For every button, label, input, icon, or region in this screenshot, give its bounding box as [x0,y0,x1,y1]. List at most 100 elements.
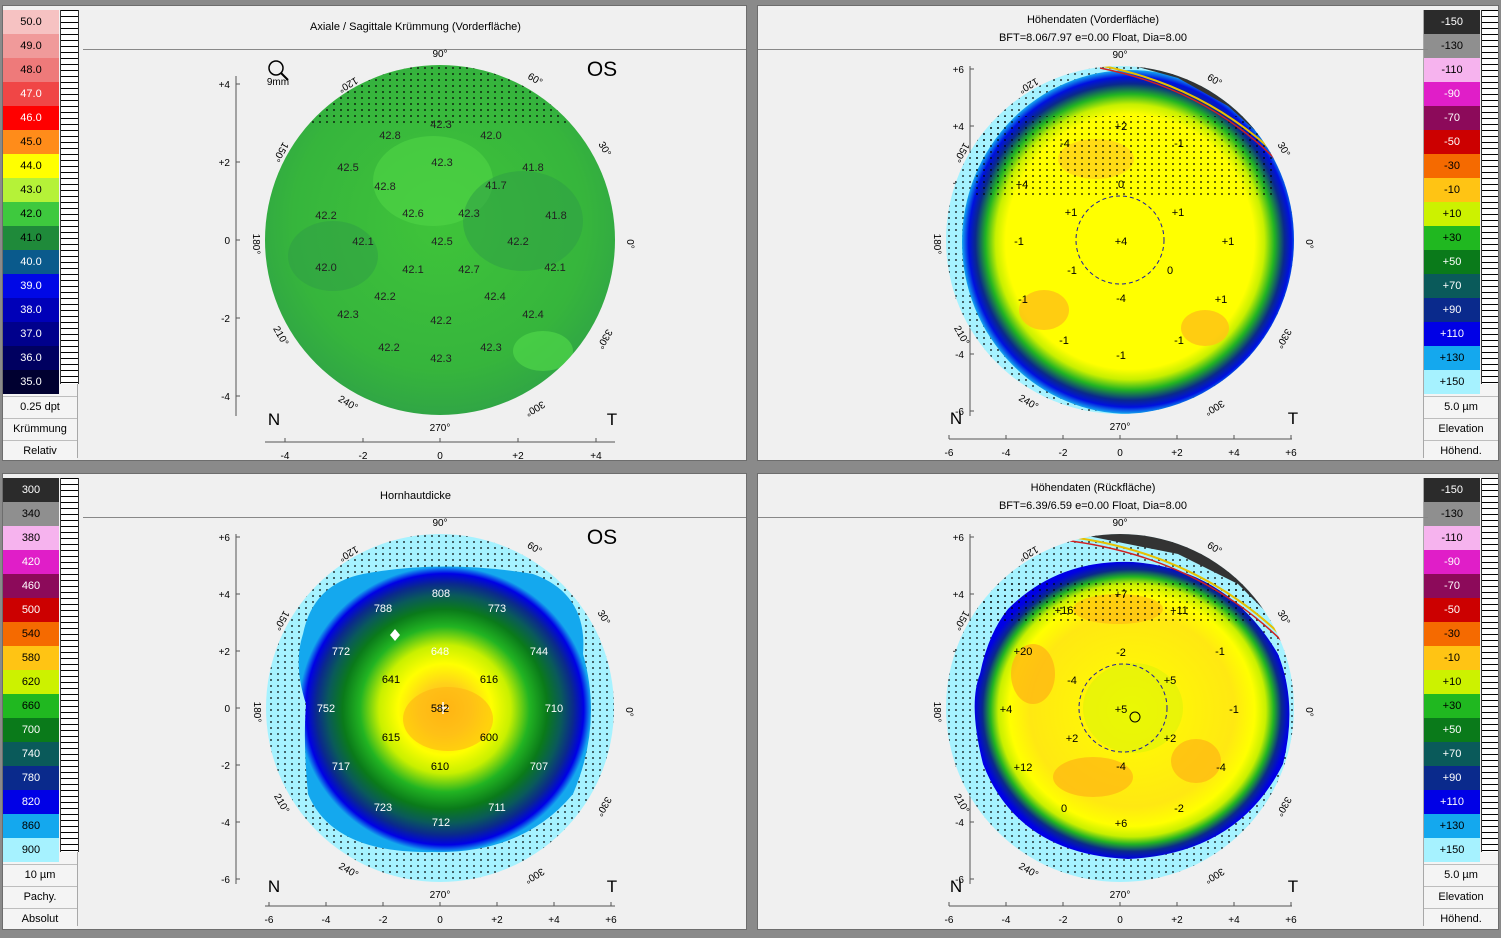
x-tick-label: -4 [322,915,331,926]
legend-info-cell[interactable]: Relativ [3,440,77,460]
legend-swatch[interactable]: 380 [3,526,59,550]
panel-axial-curvature[interactable]: 50.0 49.0 48.0 47.0 46.0 45.0 44.0 43.0 42.0 41.0… [2,5,747,461]
legend-swatch[interactable]: -90 [1424,82,1480,106]
legend-swatch[interactable]: -130 [1424,34,1480,58]
legend-swatch[interactable]: 700 [3,718,59,742]
legend-swatch[interactable]: 580 [3,646,59,670]
legend-swatch[interactable]: 42.0 [3,202,59,226]
legend-info-cell[interactable]: Krümmung [3,418,77,440]
legend-swatch[interactable]: -110 [1424,526,1480,550]
legend-swatch[interactable]: -50 [1424,598,1480,622]
legend-swatch[interactable]: -70 [1424,106,1480,130]
legend-swatch[interactable]: 340 [3,502,59,526]
legend-swatch[interactable]: 47.0 [3,82,59,106]
legend-swatch[interactable]: 45.0 [3,130,59,154]
legend-swatch[interactable]: 460 [3,574,59,598]
legend-swatch[interactable]: +110 [1424,322,1480,346]
legend-swatch[interactable]: 900 [3,838,59,862]
legend-swatch[interactable]: 49.0 [3,34,59,58]
legend-swatch[interactable]: -110 [1424,58,1480,82]
legend-swatch[interactable]: 660 [3,694,59,718]
legend-swatch[interactable]: +10 [1424,202,1480,226]
thinnest-point-marker[interactable] [437,702,449,714]
legend-swatch[interactable]: 50.0 [3,10,59,34]
temporal-label: T [607,877,617,896]
legend-swatch[interactable]: 37.0 [3,322,59,346]
legend-swatch[interactable]: +50 [1424,250,1480,274]
legend-info-cell[interactable]: Pachy. [3,886,77,908]
legend-info-cell[interactable]: Höhend. [1424,908,1498,929]
color-scale-legend[interactable]: 300 340 380 420 460 500 540 580 620 660 700 740 780 8… [3,478,79,929]
legend-swatch[interactable]: 38.0 [3,298,59,322]
axial-map[interactable]: +4 +2 0 -2 -4 -4 -2 0 +2 +4 42.3 42.8 42.0 42.5 42.3 4… [3,6,747,461]
angle-label: 90° [432,518,447,529]
legend-swatch[interactable]: 300 [3,478,59,502]
legend-swatch[interactable]: 41.0 [3,226,59,250]
legend-swatch[interactable]: +90 [1424,298,1480,322]
boundary-line [1099,67,1283,167]
legend-swatch[interactable]: 820 [3,790,59,814]
legend-swatch[interactable]: -30 [1424,154,1480,178]
legend-swatch[interactable]: +150 [1424,838,1480,862]
legend-info-cell[interactable]: Elevation [1424,886,1498,908]
legend-info-cell[interactable]: 5.0 µm [1424,396,1498,418]
legend-info-cell[interactable]: 10 µm [3,864,77,886]
legend-swatch[interactable]: 860 [3,814,59,838]
legend-swatch[interactable]: 780 [3,766,59,790]
legend-info-cell[interactable]: Elevation [1424,418,1498,440]
posterior-elevation-map[interactable]: +6+4+20-2-4-6-6-4-20+2+4+6 +7+16+11+20-2… [758,474,1499,930]
legend-swatch[interactable]: -30 [1424,622,1480,646]
panel-anterior-elevation[interactable]: -150 -130 -110 -90 -70 -50 -30 -10 +10 +30 +50 +70 +… [757,5,1499,461]
magnifier-icon[interactable] [268,60,289,81]
legend-swatch[interactable]: -70 [1424,574,1480,598]
color-scale-legend[interactable]: -150 -130 -110 -90 -70 -50 -30 -10 +10 +30 +50 +70 +… [1423,10,1498,460]
legend-swatch[interactable]: +70 [1424,742,1480,766]
legend-swatch[interactable]: +130 [1424,346,1480,370]
legend-swatch[interactable]: +30 [1424,226,1480,250]
legend-swatch[interactable]: +130 [1424,814,1480,838]
legend-swatch[interactable]: -150 [1424,10,1480,34]
value-label: 723 [374,802,392,814]
legend-info-cell[interactable]: Absolut [3,908,77,929]
legend-swatch[interactable]: +90 [1424,766,1480,790]
legend-swatch[interactable]: 40.0 [3,250,59,274]
legend-swatch[interactable]: 620 [3,670,59,694]
legend-swatch[interactable]: 43.0 [3,178,59,202]
apex-marker[interactable] [390,629,400,641]
legend-swatch[interactable]: 35.0 [3,370,59,394]
legend-swatch[interactable]: 740 [3,742,59,766]
legend-swatch[interactable]: -130 [1424,502,1480,526]
legend-swatch[interactable]: 44.0 [3,154,59,178]
legend-swatch[interactable]: +10 [1424,670,1480,694]
legend-swatch[interactable]: 46.0 [3,106,59,130]
panel-posterior-elevation[interactable]: -150 -130 -110 -90 -70 -50 -30 -10 +10 +30 +50 +70 +… [757,473,1499,930]
legend-swatch[interactable]: 500 [3,598,59,622]
x-tick-label: +6 [1285,915,1297,926]
legend-info-cell[interactable]: 0.25 dpt [3,396,77,418]
anterior-elevation-map[interactable]: +6+4+20-2-4-6-6-4-20+2+4+6 +2-4-1+40+1+1… [758,6,1499,461]
legend-swatch[interactable]: -90 [1424,550,1480,574]
value-label: 42.3 [480,342,501,354]
legend-swatch[interactable]: 540 [3,622,59,646]
legend-swatch[interactable]: +30 [1424,694,1480,718]
pupil-center-marker[interactable] [1129,711,1141,723]
legend-swatch[interactable]: 36.0 [3,346,59,370]
legend-swatch[interactable]: -10 [1424,178,1480,202]
legend-swatch[interactable]: -50 [1424,130,1480,154]
legend-info-cell[interactable]: 5.0 µm [1424,864,1498,886]
legend-swatch[interactable]: +50 [1424,718,1480,742]
legend-swatch[interactable]: +110 [1424,790,1480,814]
color-scale-legend[interactable]: -150 -130 -110 -90 -70 -50 -30 -10 +10 +30 +50 +70 +… [1423,478,1498,929]
legend-swatch[interactable]: 39.0 [3,274,59,298]
legend-swatch[interactable]: 48.0 [3,58,59,82]
legend-swatch[interactable]: +70 [1424,274,1480,298]
legend-swatch[interactable]: +150 [1424,370,1480,394]
legend-swatch[interactable]: -10 [1424,646,1480,670]
measurement-dots [973,116,1273,196]
legend-swatch[interactable]: -150 [1424,478,1480,502]
pachymetry-map[interactable]: +6 +4 +2 0 -2 -4 -6 -6 -4 -2 0 +2 +4 +6 808 788 773 772 6… [3,474,747,930]
panel-pachymetry[interactable]: 300 340 380 420 460 500 540 580 620 660 700 740 780 8… [2,473,747,930]
color-scale-legend[interactable]: 50.0 49.0 48.0 47.0 46.0 45.0 44.0 43.0 42.0 41.0… [3,10,79,460]
legend-info-cell[interactable]: Höhend. [1424,440,1498,460]
legend-swatch[interactable]: 420 [3,550,59,574]
